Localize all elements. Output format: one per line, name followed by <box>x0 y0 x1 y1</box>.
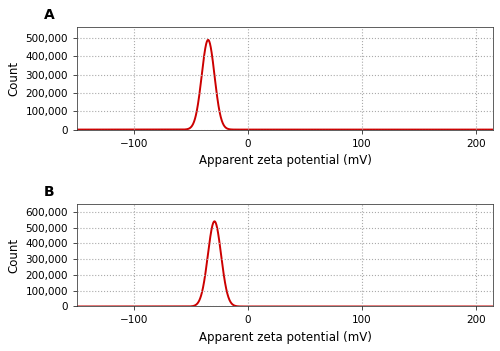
X-axis label: Apparent zeta potential (mV): Apparent zeta potential (mV) <box>198 154 372 167</box>
X-axis label: Apparent zeta potential (mV): Apparent zeta potential (mV) <box>198 331 372 344</box>
Text: B: B <box>44 185 54 199</box>
Y-axis label: Count: Count <box>7 238 20 273</box>
Y-axis label: Count: Count <box>7 61 20 96</box>
Text: A: A <box>44 8 54 22</box>
